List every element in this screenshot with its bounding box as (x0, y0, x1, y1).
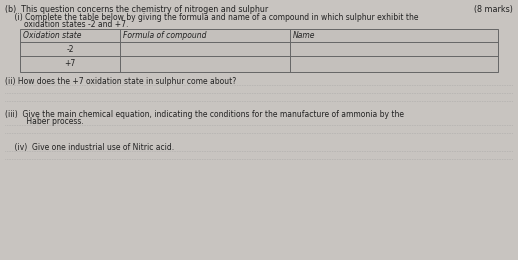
Text: oxidation states -2 and +7.: oxidation states -2 and +7. (5, 20, 128, 29)
Text: (iii)  Give the main chemical equation, indicating the conditions for the manufa: (iii) Give the main chemical equation, i… (5, 110, 404, 119)
Text: (i) Complete the table below by giving the formula and name of a compound in whi: (i) Complete the table below by giving t… (5, 13, 419, 22)
Text: Name: Name (293, 31, 315, 40)
Text: (8 marks): (8 marks) (474, 5, 513, 14)
Text: Formula of compound: Formula of compound (123, 31, 207, 40)
Text: -2: -2 (66, 45, 74, 54)
Text: +7: +7 (64, 59, 76, 68)
Text: (ii) How does the +7 oxidation state in sulphur come about?: (ii) How does the +7 oxidation state in … (5, 77, 236, 86)
Text: (iv)  Give one industrial use of Nitric acid.: (iv) Give one industrial use of Nitric a… (5, 143, 174, 152)
Text: Oxidation state: Oxidation state (23, 31, 81, 40)
Text: (b)  This question concerns the chemistry of nitrogen and sulphur: (b) This question concerns the chemistry… (5, 5, 268, 14)
Text: Haber process.: Haber process. (5, 117, 84, 126)
Bar (20, 29, 498, 72)
